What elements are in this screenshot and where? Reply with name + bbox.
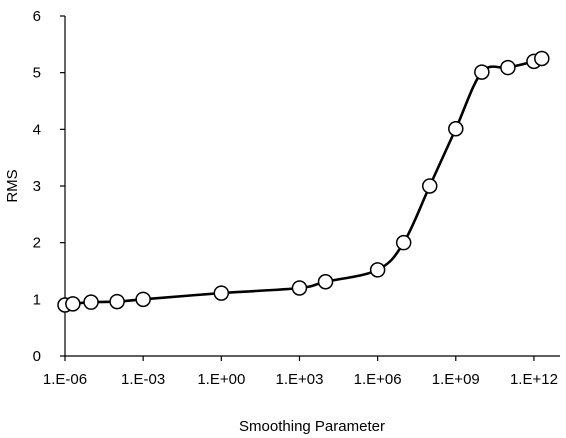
y-tick-label: 5 [33,65,41,82]
y-tick-label: 1 [33,291,41,308]
data-point-layer [57,50,550,313]
data-point [448,121,464,137]
y-tick-label: 0 [33,348,41,365]
data-point [317,274,334,290]
data-point [83,294,99,310]
x-tick-label: 1.E+09 [432,371,480,388]
x-tick-label: 1.E+12 [510,371,558,388]
y-axis-title: RMS [4,169,21,202]
y-tick-label: 2 [33,235,41,252]
y-tick-label: 6 [33,8,41,25]
x-tick-label: 1.E+00 [197,371,245,388]
data-point [369,262,386,278]
data-point [534,50,550,67]
data-point [291,280,308,296]
x-tick-label: 1.E+03 [275,371,323,388]
x-tick-label: 1.E+06 [354,371,402,388]
data-point [213,285,230,301]
x-tick-label: 1.E-03 [121,371,165,388]
ticks: 0 1 2 3 4 5 6 1.E-06 1.E-03 1.E+00 1.E+03 1.E+06 1.E… [33,8,558,388]
series-line [63,57,544,307]
series-line-layer [63,57,544,307]
data-point [500,59,516,76]
data-point [109,293,125,310]
y-tick-label: 3 [33,178,41,195]
y-tick-label: 4 [33,121,41,138]
x-tick-label: 1.E-06 [43,371,87,388]
data-point [474,64,490,80]
data-point [135,291,151,308]
x-axis-title: Smoothing Parameter [239,418,385,435]
data-point [395,234,412,251]
data-point [421,178,438,194]
data-point [65,296,81,312]
